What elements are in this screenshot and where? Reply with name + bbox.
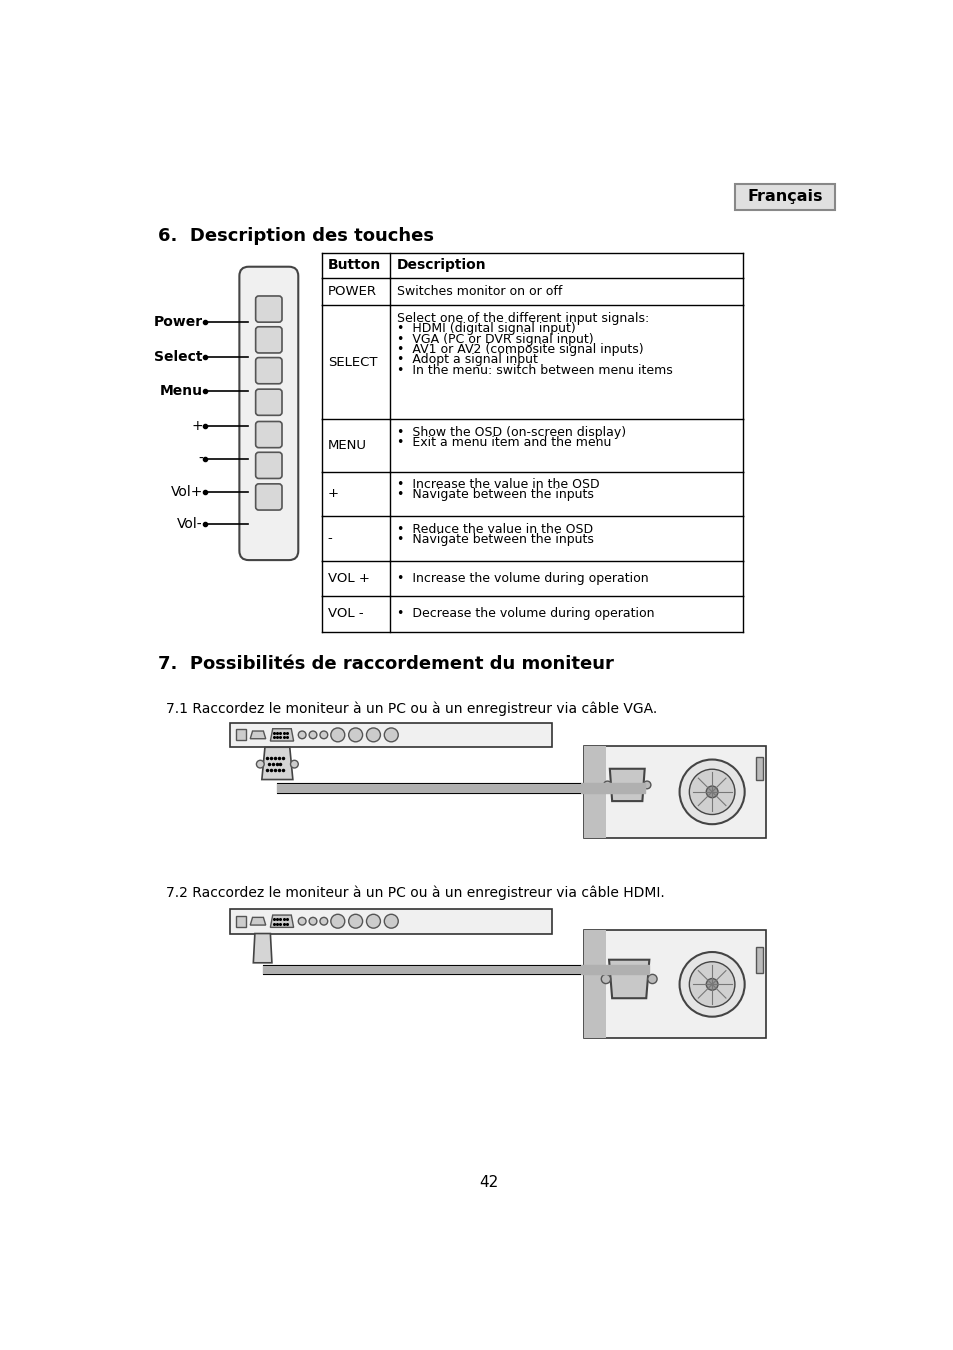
Bar [230, 909, 551, 934]
FancyBboxPatch shape [239, 267, 298, 560]
Text: 7.  Possibilités de raccordement du moniteur: 7. Possibilités de raccordement du monit… [158, 655, 613, 672]
FancyBboxPatch shape [255, 389, 282, 416]
Circle shape [642, 782, 650, 788]
Text: •  VGA (PC or DVR signal input): • VGA (PC or DVR signal input) [396, 332, 593, 346]
Bar [230, 722, 551, 747]
FancyBboxPatch shape [255, 421, 282, 448]
Bar [583, 745, 765, 838]
Text: •  AV1 or AV2 (composite signal inputs): • AV1 or AV2 (composite signal inputs) [396, 343, 642, 356]
Circle shape [348, 728, 362, 741]
Text: POWER: POWER [328, 285, 376, 298]
Text: VOL +: VOL + [328, 572, 369, 585]
Circle shape [603, 782, 611, 788]
Circle shape [298, 732, 306, 738]
Text: •  Show the OSD (on-screen display): • Show the OSD (on-screen display) [396, 427, 625, 439]
Text: Select one of the different input signals:: Select one of the different input signal… [396, 312, 648, 325]
Circle shape [331, 914, 344, 929]
FancyBboxPatch shape [255, 483, 282, 510]
Polygon shape [270, 915, 294, 927]
Text: •  Reduce the value in the OSD: • Reduce the value in the OSD [396, 524, 592, 536]
Text: Vol+: Vol+ [171, 485, 203, 498]
Text: -: - [328, 532, 333, 545]
Polygon shape [270, 729, 294, 741]
Circle shape [689, 769, 734, 814]
Text: Switches monitor on or off: Switches monitor on or off [396, 285, 561, 298]
Text: MENU: MENU [328, 439, 366, 452]
Text: •  Navigate between the inputs: • Navigate between the inputs [396, 533, 593, 547]
Text: •  In the menu: switch between menu items: • In the menu: switch between menu items [396, 363, 672, 377]
Bar [583, 930, 765, 1038]
Text: •  Exit a menu item and the menu: • Exit a menu item and the menu [396, 436, 611, 450]
Bar [236, 729, 246, 740]
Text: 7.2 Raccordez le moniteur à un PC ou à un enregistreur via câble HDMI.: 7.2 Raccordez le moniteur à un PC ou à u… [166, 886, 664, 900]
Text: -: - [198, 452, 203, 466]
Circle shape [647, 975, 657, 984]
Text: 42: 42 [478, 1174, 498, 1189]
Circle shape [679, 952, 744, 1017]
Circle shape [600, 975, 610, 984]
Text: 7.1 Raccordez le moniteur à un PC ou à un enregistreur via câble VGA.: 7.1 Raccordez le moniteur à un PC ou à u… [166, 701, 657, 716]
Circle shape [319, 918, 328, 925]
Text: Français: Français [746, 189, 821, 204]
Circle shape [319, 732, 328, 738]
Text: •  Increase the volume during operation: • Increase the volume during operation [396, 572, 648, 585]
Text: Button: Button [328, 258, 380, 273]
FancyBboxPatch shape [255, 358, 282, 383]
Text: •  HDMI (digital signal input): • HDMI (digital signal input) [396, 323, 575, 335]
Text: •  Increase the value in the OSD: • Increase the value in the OSD [396, 478, 598, 491]
Text: SELECT: SELECT [328, 355, 376, 369]
FancyBboxPatch shape [255, 327, 282, 352]
Polygon shape [608, 960, 649, 998]
Bar [755, 757, 762, 780]
Circle shape [705, 979, 718, 990]
Text: Menu: Menu [160, 385, 203, 398]
Circle shape [705, 786, 718, 798]
Polygon shape [250, 918, 266, 925]
Polygon shape [609, 768, 644, 801]
Text: Power: Power [153, 315, 203, 329]
Text: +: + [328, 487, 338, 501]
Polygon shape [261, 747, 293, 779]
Circle shape [384, 914, 397, 929]
Circle shape [331, 728, 344, 741]
Text: Vol-: Vol- [177, 517, 203, 531]
Circle shape [689, 961, 734, 1007]
Circle shape [298, 918, 306, 925]
FancyBboxPatch shape [255, 296, 282, 323]
Circle shape [366, 914, 380, 929]
Polygon shape [250, 732, 266, 738]
Bar [583, 745, 605, 838]
Text: Description: Description [396, 258, 486, 273]
Circle shape [309, 918, 316, 925]
Text: •  Decrease the volume during operation: • Decrease the volume during operation [396, 608, 654, 621]
Bar [583, 930, 605, 1038]
Circle shape [679, 760, 744, 825]
Text: VOL -: VOL - [328, 608, 363, 621]
Text: •  Navigate between the inputs: • Navigate between the inputs [396, 489, 593, 501]
Bar [236, 915, 246, 926]
Text: •  Adopt a signal input: • Adopt a signal input [396, 354, 537, 366]
Circle shape [309, 732, 316, 738]
FancyBboxPatch shape [255, 452, 282, 478]
Text: +: + [192, 418, 203, 433]
Bar [755, 946, 762, 973]
Polygon shape [253, 934, 272, 963]
Bar [735, 184, 834, 209]
Circle shape [291, 760, 298, 768]
Text: Select: Select [154, 350, 203, 363]
Circle shape [256, 760, 264, 768]
Circle shape [384, 728, 397, 741]
Text: 6.  Description des touches: 6. Description des touches [158, 227, 434, 246]
Circle shape [366, 728, 380, 741]
Circle shape [348, 914, 362, 929]
